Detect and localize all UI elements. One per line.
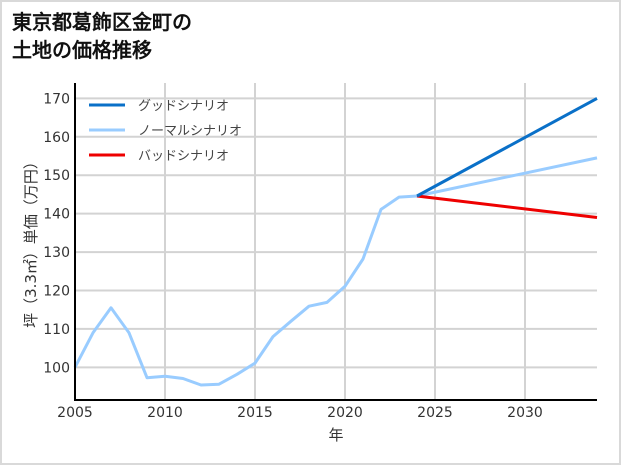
x-tick-label: 2010 — [147, 405, 183, 421]
x-tick-label: 2025 — [417, 405, 453, 421]
gridlines — [74, 83, 597, 400]
data-lines — [73, 97, 598, 387]
x-axis-label: 年 — [328, 426, 343, 444]
scenario-line — [416, 194, 598, 219]
chart-title-line2: 土地の価格推移 — [12, 38, 152, 62]
legend-label: グッドシナリオ — [138, 99, 229, 114]
scenario-line — [416, 156, 598, 198]
y-tick-label: 140 — [43, 207, 70, 223]
y-tick-label: 160 — [43, 130, 70, 146]
axes — [74, 83, 597, 401]
tick-labels: 100 110 120 130 140 150 160 170 2005 2010 2015 2020… — [43, 91, 543, 421]
chart-title: 東京都葛飾区金町の 土地の価格推移 — [12, 8, 192, 64]
legend-label: ノーマルシナリオ — [138, 124, 242, 139]
x-tick-label: 2015 — [237, 405, 273, 421]
historical-line — [73, 194, 418, 387]
y-tick-label: 100 — [43, 360, 70, 376]
legend-label: バッドシナリオ — [138, 149, 229, 164]
x-tick-label: 2005 — [57, 405, 93, 421]
y-tick-label: 130 — [43, 245, 70, 261]
y-tick-label: 150 — [43, 168, 70, 184]
y-tick-label: 110 — [43, 322, 70, 338]
chart-title-line1: 東京都葛飾区金町の — [12, 10, 192, 34]
y-tick-label: 170 — [43, 91, 70, 107]
y-tick-label: 120 — [43, 283, 70, 299]
scenario-line — [416, 97, 598, 198]
y-axis-label: 坪（3.3㎡）単価（万円） — [22, 154, 40, 328]
x-tick-label: 2020 — [327, 405, 363, 421]
x-tick-label: 2030 — [507, 405, 543, 421]
